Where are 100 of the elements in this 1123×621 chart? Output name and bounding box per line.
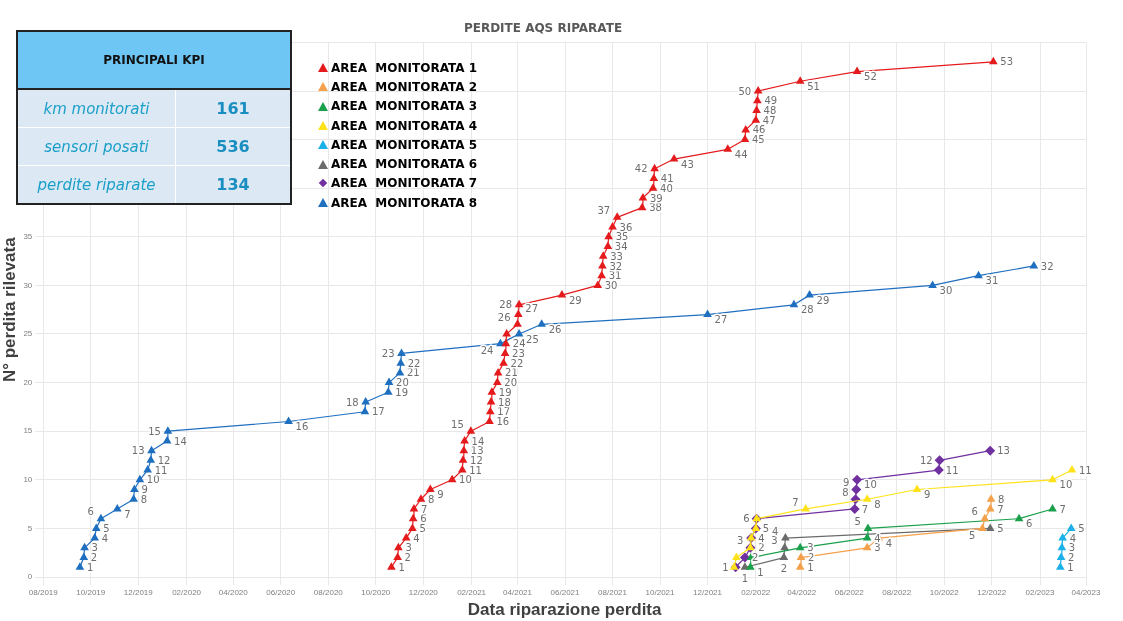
legend-label: AREA MONITORATA 8 (331, 195, 478, 210)
y-tick-label: 20 (23, 377, 33, 387)
x-tick-label: 10/2021 (645, 588, 676, 597)
data-label: 31 (608, 270, 622, 282)
category-label: perdite riparate (17, 165, 176, 204)
data-label: 5 (762, 522, 770, 534)
data-label: 7 (861, 503, 869, 515)
data-label: 5 (997, 522, 1004, 534)
data-label: 7 (1059, 503, 1066, 515)
x-tick-label: 10/2020 (361, 588, 391, 597)
x-tick-label: 04/2021 (503, 588, 533, 597)
data-label: 17 (497, 406, 511, 418)
data-label: 1 (807, 561, 814, 573)
data-label: 48 (763, 105, 777, 117)
data-label: 4 (413, 532, 420, 544)
data-label: 50 (738, 85, 752, 97)
data-label: 4 (1069, 532, 1077, 544)
y-tick-label: 25 (23, 329, 33, 339)
data-label: 28 (800, 304, 814, 316)
data-label: 9 (842, 477, 850, 489)
y-tick-label: 35 (23, 232, 33, 241)
data-label: 18 (345, 396, 359, 408)
data-label: 2 (758, 542, 765, 554)
data-label: 4 (758, 532, 765, 544)
y-tick-label: 10 (23, 475, 33, 484)
data-label: 14 (471, 435, 485, 447)
data-label: 6 (87, 506, 94, 518)
data-label: 30 (939, 284, 953, 296)
data-label: 11 (469, 464, 482, 476)
data-label: 26 (497, 311, 511, 323)
data-label: 10 (1059, 479, 1073, 491)
data-label: 15 (451, 418, 464, 430)
data-label: 13 (997, 445, 1010, 457)
data-label: 8 (998, 493, 1005, 505)
data-label: 24 (512, 338, 526, 350)
chart-title: PERDITE AQS RIPARATE (463, 21, 623, 36)
x-tick-label: 12/2021 (693, 588, 723, 597)
data-label: 7 (792, 496, 799, 508)
x-tick-label: 12/2020 (408, 588, 439, 597)
data-label: 3 (737, 535, 744, 547)
data-label: 49 (764, 95, 778, 107)
data-label: 41 (660, 173, 674, 185)
x-tick-label: 02/2020 (172, 588, 202, 597)
data-label: 1 (757, 566, 764, 578)
data-label: 38 (649, 202, 662, 214)
data-label: 8 (140, 493, 147, 505)
legend-label: AREA MONITORATA 7 (331, 176, 478, 191)
data-label: 3 (874, 542, 881, 554)
data-label: 134 (175, 165, 291, 204)
data-label: 27 (714, 314, 728, 326)
data-label: 1 (398, 561, 405, 573)
data-label: 6 (420, 513, 427, 525)
data-label: 11 (945, 464, 959, 476)
data-label: 10 (146, 474, 160, 486)
y-tick-label: 0 (27, 572, 33, 582)
data-label: 3 (771, 535, 778, 547)
data-label: 17 (371, 406, 385, 418)
legend-label: AREA MONITORATA 4 (331, 118, 478, 133)
data-label: 51 (807, 80, 820, 92)
data-label: 21 (406, 367, 420, 379)
x-tick-label: 08/2020 (313, 588, 344, 597)
x-tick-label: 02/2023 (1025, 588, 1056, 597)
data-label: 6 (1026, 518, 1033, 530)
data-label: 7 (420, 503, 428, 515)
text: PRINCIPALI KPI (17, 31, 291, 89)
data-label: 19 (395, 386, 408, 398)
data-label: 28 (499, 299, 513, 311)
data-label: 45 (751, 134, 765, 146)
y-tick-label: 5 (27, 523, 33, 533)
data-label: 11 (154, 464, 168, 476)
data-label: 29 (568, 294, 582, 306)
data-label: 47 (762, 114, 776, 126)
data-label: 20 (504, 377, 518, 389)
x-tick-label: 06/2022 (834, 588, 865, 597)
data-label: 20 (396, 377, 409, 389)
data-label: 46 (752, 124, 766, 136)
x-tick-label: 06/2021 (550, 588, 581, 597)
x-tick-label: 06/2020 (266, 588, 296, 597)
data-label: 22 (510, 357, 524, 369)
legend-label: AREA MONITORATA 5 (331, 137, 478, 152)
data-label: 22 (407, 357, 421, 369)
data-label: 26 (548, 323, 562, 335)
data-label: 1 (722, 561, 729, 573)
data-label: 1 (741, 572, 749, 584)
data-label: 42 (634, 163, 648, 175)
x-tick-label: 12/2022 (977, 588, 1007, 597)
data-label: 19 (498, 386, 512, 398)
data-label: 3 (1068, 542, 1076, 554)
data-label: 6 (971, 506, 978, 518)
x-axis-title: Data riparazione perdita (467, 600, 663, 620)
data-label: 16 (295, 421, 309, 433)
data-label: 35 (615, 231, 629, 243)
data-label: 9 (141, 484, 148, 496)
data-label: 43 (681, 158, 694, 170)
data-label: 1 (1067, 561, 1074, 573)
data-label: 4 (772, 525, 779, 537)
data-label: 5 (969, 529, 976, 541)
data-label: 32 (1040, 260, 1054, 272)
data-label: 2 (90, 552, 98, 564)
data-label: 4 (101, 532, 109, 544)
